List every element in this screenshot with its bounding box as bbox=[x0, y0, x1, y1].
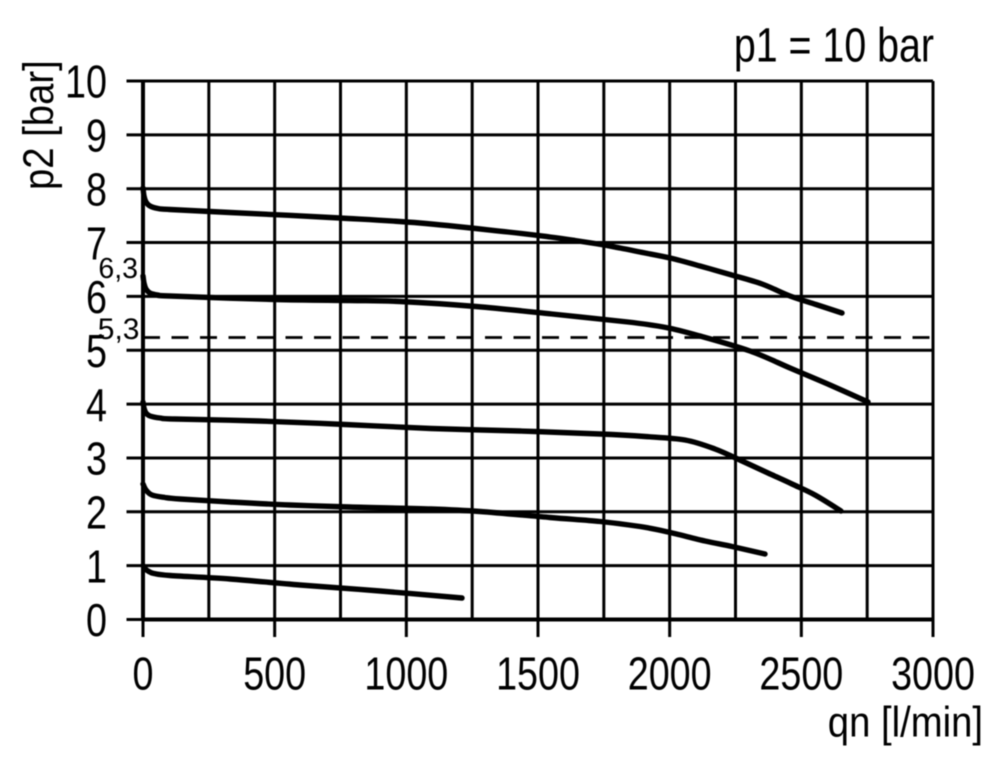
svg-text:6,3: 6,3 bbox=[98, 253, 138, 285]
svg-text:1500: 1500 bbox=[496, 648, 580, 699]
svg-text:2000: 2000 bbox=[628, 648, 712, 699]
svg-text:10: 10 bbox=[65, 56, 107, 107]
svg-text:1000: 1000 bbox=[364, 648, 448, 699]
svg-text:4: 4 bbox=[86, 379, 107, 430]
svg-text:2: 2 bbox=[86, 487, 107, 538]
svg-text:0: 0 bbox=[86, 595, 107, 646]
svg-text:p1 = 10 bar: p1 = 10 bar bbox=[734, 19, 934, 73]
svg-text:3: 3 bbox=[86, 433, 107, 484]
svg-text:3000: 3000 bbox=[891, 648, 975, 699]
svg-text:9: 9 bbox=[86, 110, 107, 161]
svg-text:8: 8 bbox=[86, 164, 107, 215]
svg-text:qn [l/min]: qn [l/min] bbox=[828, 697, 983, 746]
svg-text:p2 [bar]: p2 [bar] bbox=[14, 60, 63, 190]
svg-text:500: 500 bbox=[243, 648, 306, 699]
svg-text:6: 6 bbox=[86, 272, 107, 323]
svg-text:7: 7 bbox=[86, 218, 107, 269]
svg-text:5: 5 bbox=[86, 325, 107, 376]
svg-text:2500: 2500 bbox=[759, 648, 843, 699]
svg-text:0: 0 bbox=[133, 648, 154, 699]
svg-text:1: 1 bbox=[86, 541, 107, 592]
svg-text:5,3: 5,3 bbox=[98, 313, 140, 346]
